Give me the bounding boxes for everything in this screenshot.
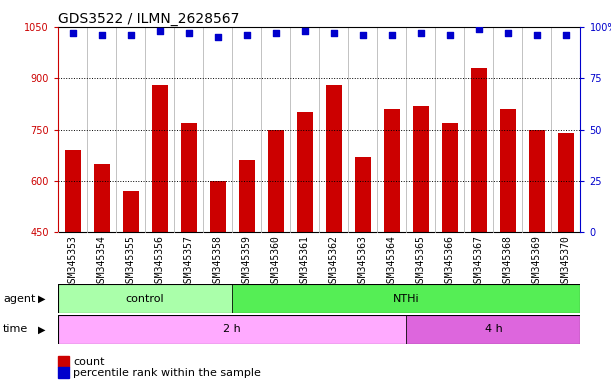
Point xyxy=(329,30,338,36)
Point xyxy=(503,30,513,36)
Text: GSM345354: GSM345354 xyxy=(97,235,106,288)
Point xyxy=(242,32,252,38)
Text: control: control xyxy=(126,293,164,304)
Point xyxy=(68,30,78,36)
Bar xyxy=(65,150,81,232)
Text: time: time xyxy=(3,324,28,334)
Bar xyxy=(93,164,109,232)
Bar xyxy=(239,161,255,232)
Point xyxy=(474,26,484,32)
Text: GSM345361: GSM345361 xyxy=(300,235,310,288)
Text: GSM345364: GSM345364 xyxy=(387,235,397,288)
Point xyxy=(358,32,368,38)
Text: GSM345360: GSM345360 xyxy=(271,235,280,288)
Bar xyxy=(406,315,580,344)
Point xyxy=(271,30,280,36)
Text: agent: agent xyxy=(3,293,35,304)
Point xyxy=(416,30,426,36)
Text: GSM345370: GSM345370 xyxy=(561,235,571,288)
Bar xyxy=(123,191,139,232)
Bar xyxy=(355,157,371,232)
Point xyxy=(155,28,164,34)
Bar xyxy=(232,284,580,313)
Bar xyxy=(181,123,197,232)
Bar xyxy=(152,85,167,232)
Point xyxy=(300,28,310,34)
Text: GSM345363: GSM345363 xyxy=(358,235,368,288)
Bar xyxy=(384,109,400,232)
Bar xyxy=(413,106,429,232)
Text: GSM345355: GSM345355 xyxy=(126,235,136,288)
Text: GSM345358: GSM345358 xyxy=(213,235,222,288)
Point xyxy=(445,32,455,38)
Bar xyxy=(210,181,225,232)
Text: ▶: ▶ xyxy=(38,324,45,334)
Point xyxy=(126,32,136,38)
Point xyxy=(213,34,222,40)
Text: GSM345353: GSM345353 xyxy=(68,235,78,288)
Text: count: count xyxy=(73,357,105,367)
Bar xyxy=(558,133,574,232)
Text: percentile rank within the sample: percentile rank within the sample xyxy=(73,368,261,378)
Text: GSM345359: GSM345359 xyxy=(242,235,252,288)
Text: GSM345368: GSM345368 xyxy=(503,235,513,288)
Point xyxy=(184,30,194,36)
Bar xyxy=(326,85,342,232)
Point xyxy=(561,32,571,38)
Text: 4 h: 4 h xyxy=(485,324,502,334)
Text: NTHi: NTHi xyxy=(393,293,420,304)
Bar xyxy=(58,315,406,344)
Bar xyxy=(442,123,458,232)
Text: 2 h: 2 h xyxy=(223,324,241,334)
Text: GSM345356: GSM345356 xyxy=(155,235,164,288)
Bar xyxy=(297,113,313,232)
Text: GSM345366: GSM345366 xyxy=(445,235,455,288)
Point xyxy=(532,32,542,38)
Text: GSM345369: GSM345369 xyxy=(532,235,542,288)
Text: GDS3522 / ILMN_2628567: GDS3522 / ILMN_2628567 xyxy=(58,12,240,26)
Point xyxy=(387,32,397,38)
Bar xyxy=(529,129,545,232)
Text: GSM345357: GSM345357 xyxy=(184,235,194,288)
Text: GSM345367: GSM345367 xyxy=(474,235,484,288)
Text: GSM345365: GSM345365 xyxy=(416,235,426,288)
Text: GSM345362: GSM345362 xyxy=(329,235,338,288)
Text: ▶: ▶ xyxy=(38,293,45,304)
Bar xyxy=(58,284,232,313)
Point xyxy=(97,32,106,38)
Bar xyxy=(500,109,516,232)
Bar xyxy=(471,68,487,232)
Bar xyxy=(268,129,284,232)
